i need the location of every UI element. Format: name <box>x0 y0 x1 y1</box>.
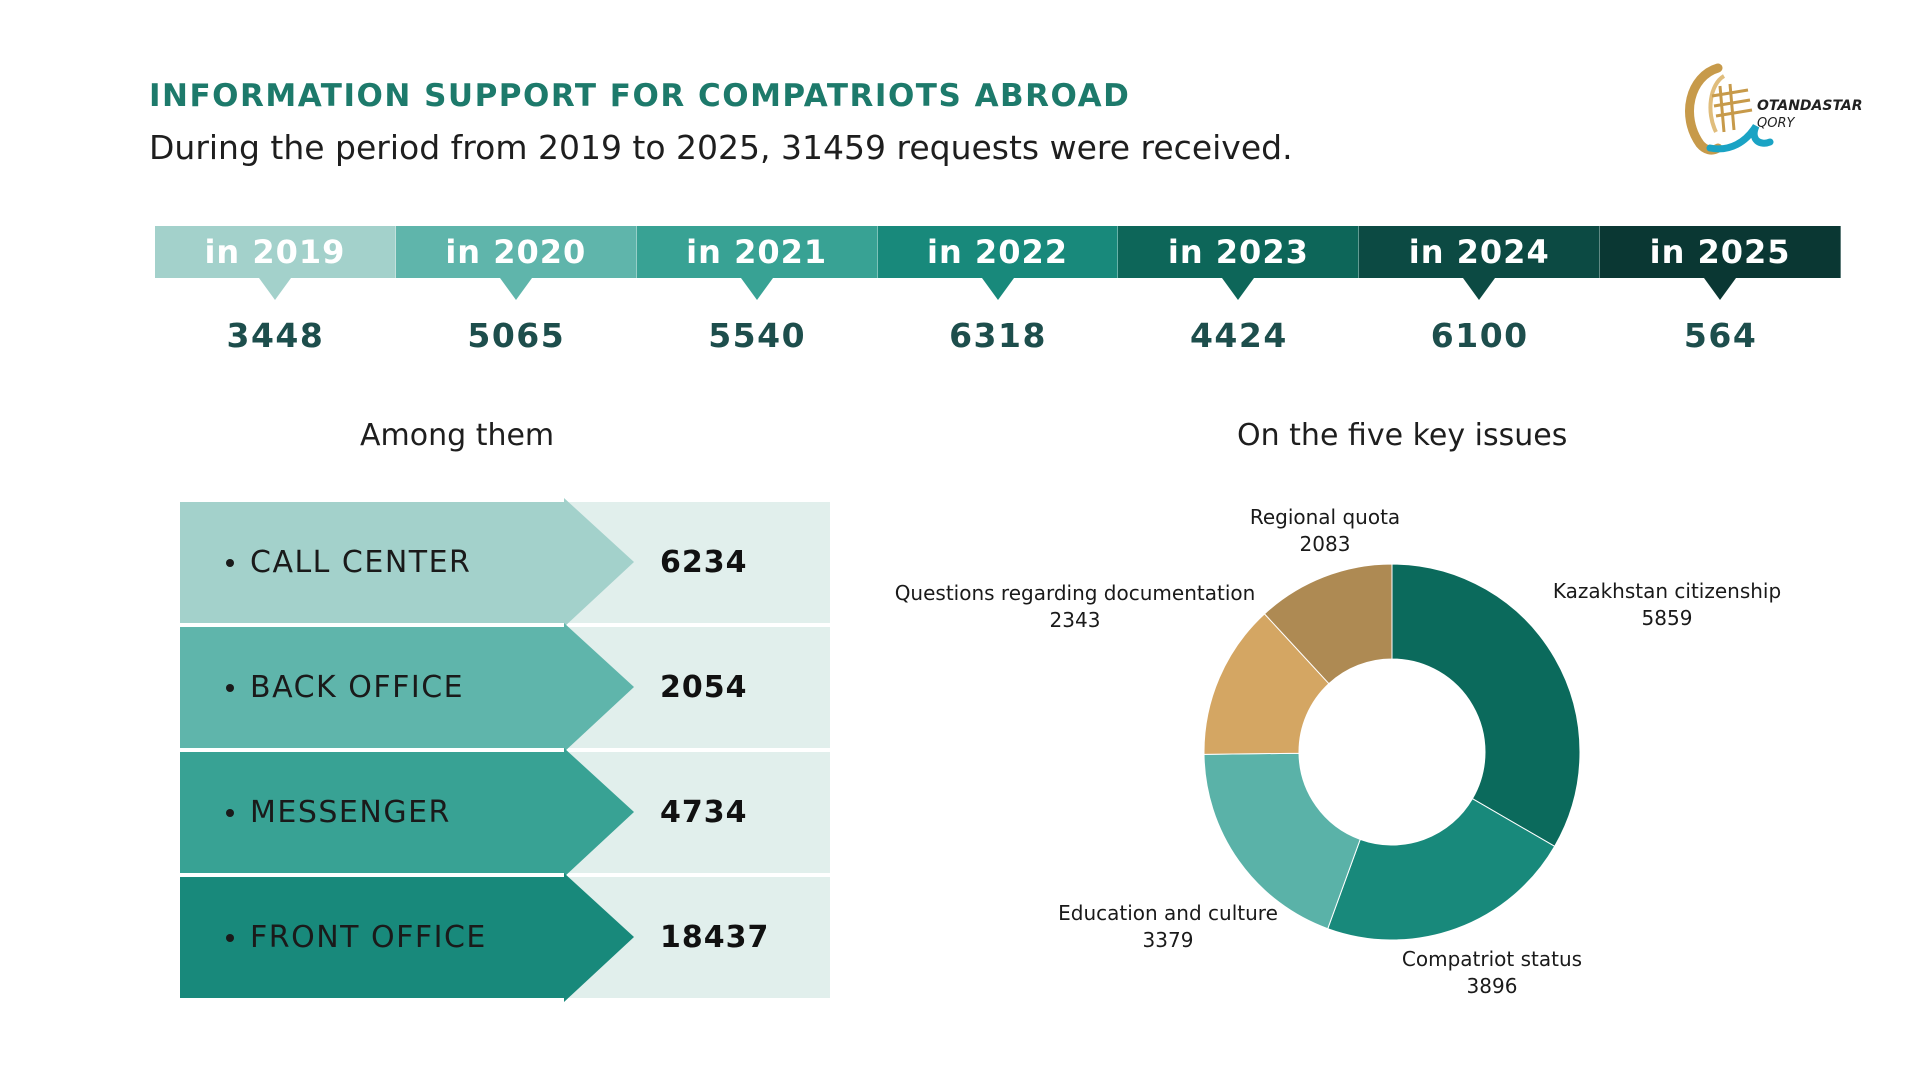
year-segment: in 2019 <box>155 226 396 300</box>
key-issues-heading: On the five key issues <box>1237 418 1568 453</box>
bullet-dot <box>226 808 234 817</box>
key-issues-donut-chart: Kazakhstan citizenship 5859 Compatriot sta… <box>870 480 1900 1020</box>
year-value: 5540 <box>708 316 807 355</box>
slice-label: Regional quota <box>1250 505 1400 529</box>
year-label: in 2019 <box>204 233 346 271</box>
channel-row: CALL CENTER 6234 <box>180 498 830 627</box>
slice-value: 3896 <box>1467 974 1518 998</box>
donut-slice <box>1327 797 1556 941</box>
year-segment: in 2024 <box>1359 226 1601 300</box>
year-value: 4424 <box>1189 316 1288 355</box>
channel-arrow <box>180 498 634 627</box>
slice-label: Education and culture <box>1058 901 1278 925</box>
year-value: 6100 <box>1430 316 1529 355</box>
channel-row: MESSENGER 4734 <box>180 748 830 877</box>
year-segment: in 2025 <box>1600 226 1842 300</box>
slice-label: Questions regarding documentation <box>895 581 1256 605</box>
year-pointer <box>740 278 773 300</box>
channel-row: BACK OFFICE 2054 <box>180 623 830 752</box>
slice-label: Compatriot status <box>1402 947 1582 971</box>
channel-row: FRONT OFFICE 18437 <box>180 873 830 1002</box>
year-segment: in 2020 <box>395 226 637 300</box>
slice-value: 2343 <box>1050 608 1101 632</box>
otandastar-logo <box>1685 63 1774 155</box>
donut-svg: Kazakhstan citizenship 5859 Compatriot sta… <box>895 505 1781 998</box>
year-pointer <box>1222 278 1255 300</box>
year-label: in 2020 <box>445 233 587 271</box>
channel-list: CALL CENTER 6234 BACK OFFICE 2054 MESSENGER 4… <box>180 498 830 1002</box>
channel-label-text: CALL CENTER <box>250 545 472 580</box>
slice-value: 2083 <box>1300 532 1351 556</box>
bullet-dot <box>226 683 234 692</box>
channel-label: MESSENGER <box>226 752 451 873</box>
page-title: INFORMATION SUPPORT FOR COMPATRIOTS ABRO… <box>149 78 1131 114</box>
year-pointer <box>981 278 1014 300</box>
donut-slice <box>1203 752 1361 930</box>
page-subtitle: During the period from 2019 to 2025, 314… <box>149 128 1293 167</box>
channel-label-text: MESSENGER <box>250 795 451 830</box>
year-segment: in 2022 <box>877 226 1119 300</box>
year-segment: in 2023 <box>1118 226 1360 300</box>
channel-value: 18437 <box>660 920 770 955</box>
channel-arrow <box>180 873 634 1002</box>
year-label: in 2025 <box>1649 233 1791 271</box>
slice-value: 3379 <box>1143 928 1194 952</box>
year-values: 3448 5065 5540 6318 4424 6100 564 <box>155 316 1841 355</box>
year-value: 5065 <box>467 316 566 355</box>
channel-arrow <box>180 623 634 752</box>
year-label: in 2022 <box>927 233 1068 271</box>
among-them-heading: Among them <box>360 418 555 453</box>
logo-wordmark: OTANDASTAR QORY <box>1757 98 1863 131</box>
slice-label: Kazakhstan citizenship <box>1553 579 1781 603</box>
channel-value: 4734 <box>660 795 748 830</box>
donut-slice <box>1391 563 1581 848</box>
year-pointer <box>1463 278 1496 300</box>
year-value: 3448 <box>226 316 325 355</box>
channel-arrow <box>180 748 634 877</box>
channel-value: 6234 <box>660 545 748 580</box>
channel-label-text: BACK OFFICE <box>250 670 465 705</box>
channel-label: CALL CENTER <box>226 502 471 623</box>
donut-slice <box>1263 563 1393 685</box>
channel-label: FRONT OFFICE <box>226 877 487 998</box>
bullet-dot <box>226 933 234 942</box>
year-segment: in 2021 <box>636 226 878 300</box>
bullet-dot <box>226 558 234 567</box>
slice-value: 5859 <box>1642 606 1693 630</box>
year-timeline: in 2019 in 2020 in 2021 in 2022 in 2023 in 20… <box>155 226 1842 300</box>
year-pointer <box>258 278 291 300</box>
year-label: in 2023 <box>1167 233 1309 271</box>
year-value: 6318 <box>949 316 1047 355</box>
year-pointer <box>499 278 532 300</box>
year-label: in 2024 <box>1408 233 1550 271</box>
year-value: 564 <box>1683 316 1758 355</box>
year-label: in 2021 <box>686 233 828 271</box>
channel-label: BACK OFFICE <box>226 627 464 748</box>
channel-label-text: FRONT OFFICE <box>250 920 487 955</box>
channel-value: 2054 <box>660 670 748 705</box>
year-pointer <box>1704 278 1737 300</box>
